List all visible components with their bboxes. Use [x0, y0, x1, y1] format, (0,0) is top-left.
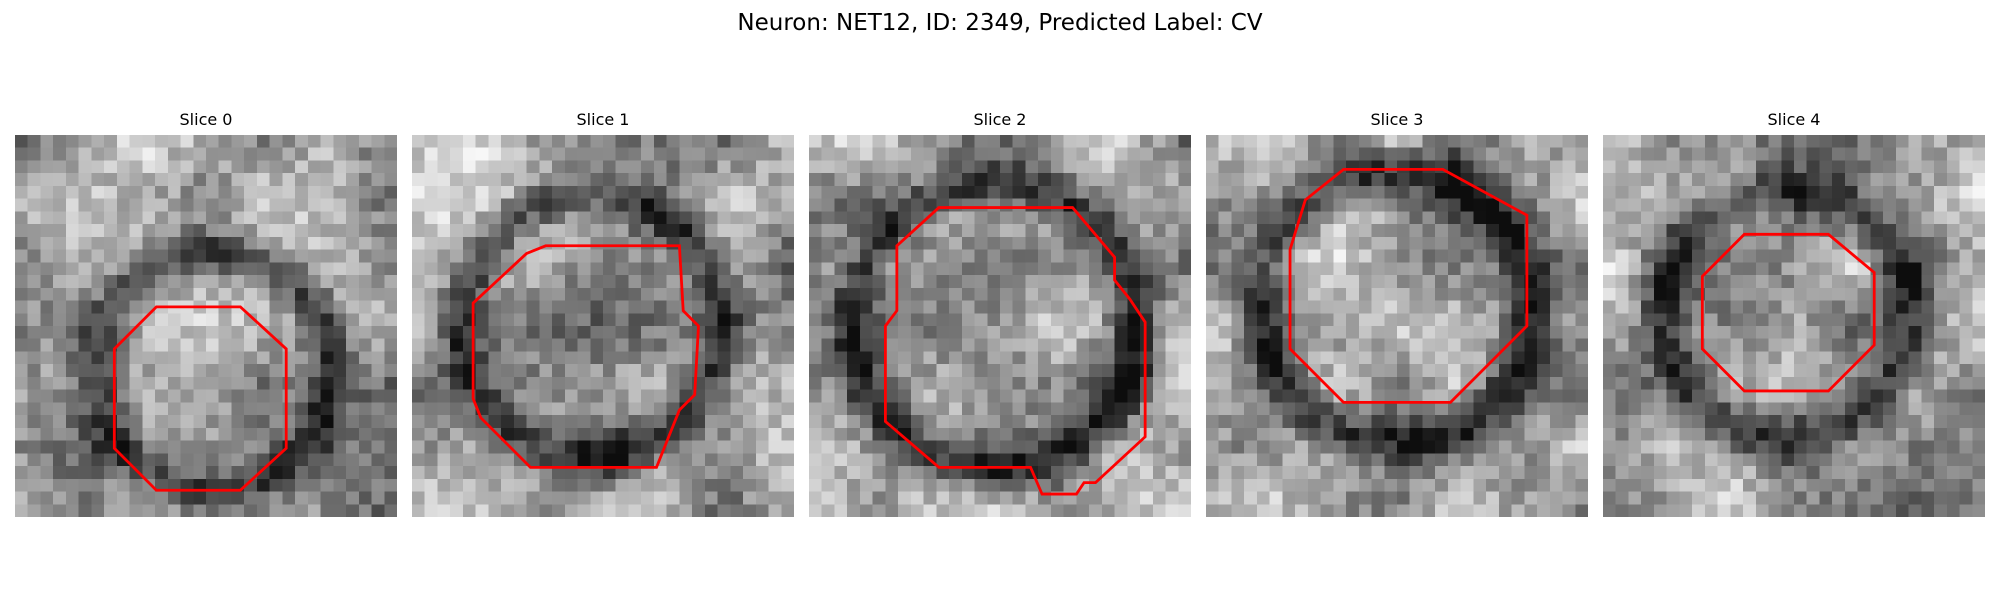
micrograph-pixels [1206, 135, 1588, 517]
slice-image [15, 135, 397, 517]
slice-panel: Slice 3 [1206, 110, 1588, 130]
slice-title: Slice 2 [809, 110, 1191, 130]
slice-image [412, 135, 794, 517]
slice-title: Slice 4 [1603, 110, 1985, 130]
micrograph-pixels [1603, 135, 1985, 517]
slice-image [809, 135, 1191, 517]
slice-panel: Slice 4 [1603, 110, 1985, 130]
slice-title: Slice 0 [15, 110, 397, 130]
slice-panel: Slice 0 [15, 110, 397, 130]
micrograph-pixels [412, 135, 794, 517]
slice-panel: Slice 2 [809, 110, 1191, 130]
slice-title: Slice 1 [412, 110, 794, 130]
figure-title: Neuron: NET12, ID: 2349, Predicted Label… [0, 8, 2000, 38]
slice-title: Slice 3 [1206, 110, 1588, 130]
micrograph-pixels [809, 135, 1191, 517]
slice-image [1206, 135, 1588, 517]
slice-panel: Slice 1 [412, 110, 794, 130]
slice-image [1603, 135, 1985, 517]
micrograph-pixels [15, 135, 397, 517]
